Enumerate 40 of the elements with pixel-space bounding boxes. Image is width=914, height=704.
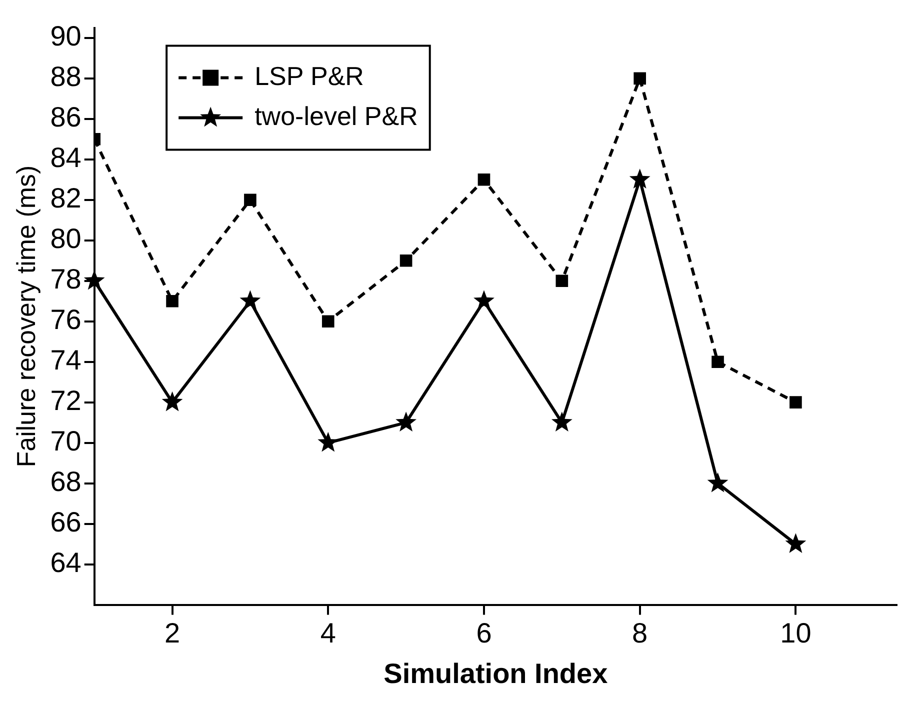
point — [790, 396, 802, 408]
y-axis-title: Failure recovery time (ms) — [10, 165, 41, 468]
point — [629, 168, 650, 189]
y-tick-label: 82 — [50, 182, 82, 214]
point — [322, 315, 334, 328]
y-tick-label: 90 — [50, 20, 82, 52]
point — [634, 72, 646, 85]
point — [551, 412, 572, 432]
point — [166, 294, 178, 308]
y-tick-label: 78 — [50, 264, 82, 295]
point — [707, 472, 728, 492]
x-axis-title: Simulation Index — [384, 658, 608, 689]
y-tick-label: 66 — [50, 506, 82, 538]
legend-label: two-level P&R — [254, 100, 418, 131]
x-tick-label: 8 — [632, 617, 648, 648]
y-tick-label: 76 — [50, 304, 82, 336]
x-tick-label: 6 — [476, 617, 492, 648]
x-tick-label: 2 — [164, 617, 180, 648]
point — [318, 432, 339, 452]
x-tick-label: 4 — [320, 617, 336, 648]
y-tick-label: 68 — [50, 466, 82, 498]
point — [400, 254, 412, 267]
legend-label: LSP P&R — [254, 60, 364, 91]
y-tick-label: 88 — [50, 61, 82, 92]
y-tick-label: 64 — [50, 547, 82, 578]
point — [712, 356, 724, 368]
y-tick-label: 70 — [50, 426, 82, 457]
point — [556, 274, 568, 288]
y-tick-label: 80 — [50, 223, 82, 254]
point — [240, 290, 261, 310]
point — [162, 391, 183, 412]
y-tick-label: 84 — [50, 142, 82, 174]
y-tick-label: 74 — [50, 344, 82, 376]
y-tick-label: 72 — [50, 385, 82, 416]
point — [244, 194, 256, 206]
point — [478, 173, 490, 186]
point — [396, 412, 417, 432]
point — [785, 533, 806, 553]
y-tick-label: 86 — [50, 102, 82, 133]
x-tick-label: 10 — [780, 617, 812, 648]
